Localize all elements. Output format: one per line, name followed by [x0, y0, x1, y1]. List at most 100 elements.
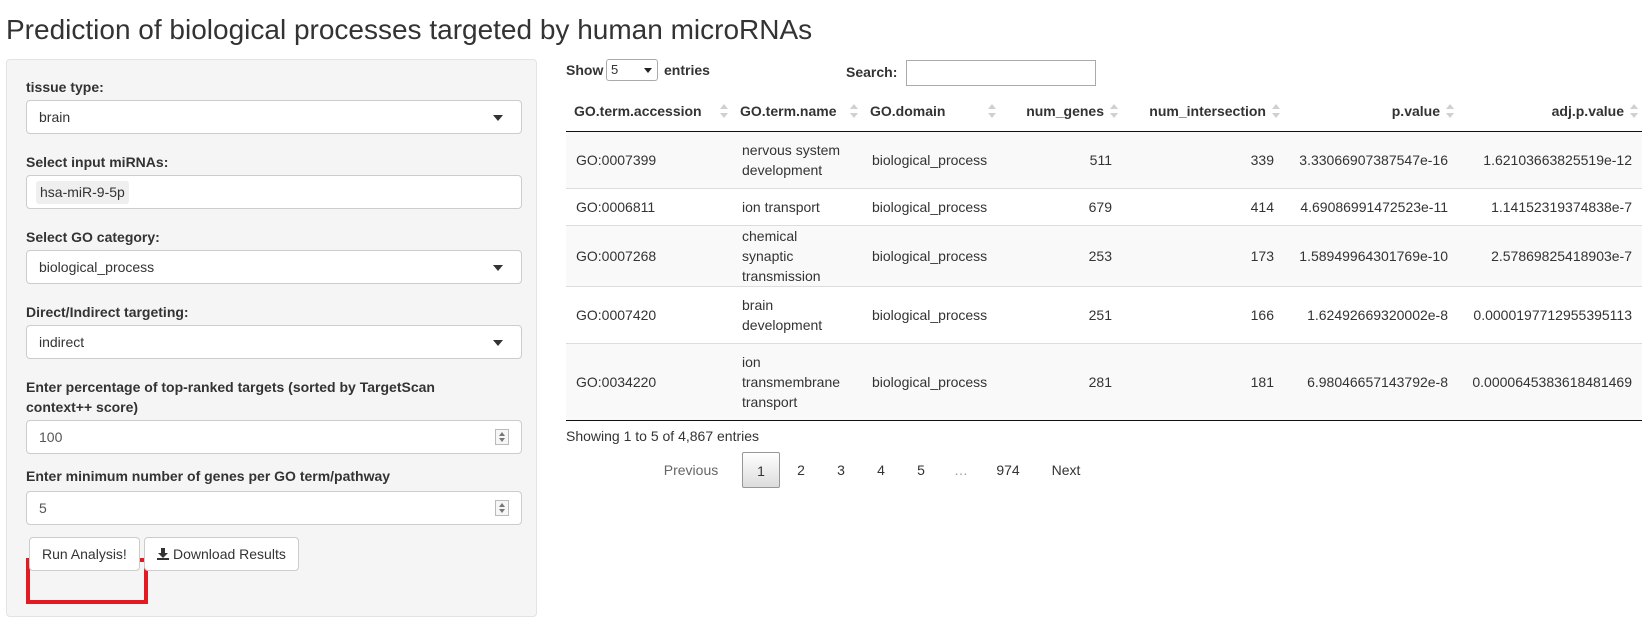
column-header-num-intersection[interactable]: num_intersection [1122, 91, 1284, 132]
cell-name: ion transport [732, 187, 862, 225]
download-results-button[interactable]: Download Results [144, 537, 299, 571]
table-header-row: GO.term.accession GO.term.name GO.domain… [566, 91, 1642, 132]
number-spinner-icon[interactable] [495, 500, 509, 516]
next-page-button[interactable]: Next [1051, 462, 1081, 478]
cell-name: nervous system development [732, 131, 862, 188]
targeting-label: Direct/Indirect targeting: [26, 304, 189, 320]
search-input[interactable] [906, 60, 1096, 86]
tissue-type-select[interactable]: brain [26, 100, 522, 134]
pagination-ellipsis: … [954, 462, 968, 478]
cell-num-genes: 281 [1000, 342, 1122, 421]
previous-page-button[interactable]: Previous [663, 462, 719, 478]
cell-adj-p-value: 1.14152319374838e-7 [1458, 187, 1642, 225]
table-row: GO:0007399 nervous system development bio… [566, 131, 1642, 188]
chevron-down-icon [644, 68, 652, 73]
page-button-1[interactable]: 1 [742, 452, 780, 488]
column-header-domain[interactable]: GO.domain [862, 91, 1000, 132]
cell-num-intersection: 414 [1122, 187, 1284, 225]
cell-p-value: 1.62492669320002e-8 [1284, 285, 1458, 343]
search-label: Search: [846, 64, 898, 80]
sort-icon [1272, 104, 1280, 118]
table-row: GO:0007268 chemical synaptic transmission… [566, 224, 1642, 286]
sort-icon [988, 104, 996, 118]
cell-name: ion transmembrane transport [732, 342, 862, 421]
cell-num-genes: 679 [1000, 187, 1122, 225]
column-header-adj-p-value[interactable]: adj.p.value [1458, 91, 1642, 132]
sidebar-panel: tissue type: brain Select input miRNAs: … [6, 59, 537, 617]
number-spinner-icon[interactable] [495, 429, 509, 445]
chevron-down-icon [493, 340, 503, 346]
percentage-label: Enter percentage of top-ranked targets (… [26, 377, 435, 417]
page-title: Prediction of biological processes targe… [6, 14, 813, 45]
cell-num-genes: 251 [1000, 285, 1122, 343]
cell-domain: biological_process [862, 187, 1000, 225]
cell-num-genes: 511 [1000, 131, 1122, 188]
cell-domain: biological_process [862, 224, 1000, 286]
min-genes-input[interactable]: 5 [26, 491, 522, 525]
chevron-down-icon [493, 265, 503, 271]
page-button-974[interactable]: 974 [996, 462, 1020, 478]
cell-adj-p-value: 0.0000645383618481469 [1458, 342, 1642, 421]
go-category-label: Select GO category: [26, 229, 160, 245]
cell-adj-p-value: 0.0000197712955395113 [1458, 285, 1642, 343]
percentage-label-line1: Enter percentage of top-ranked targets (… [26, 379, 435, 395]
cell-name: brain development [732, 285, 862, 343]
page-button-5[interactable]: 5 [917, 462, 925, 478]
cell-accession: GO:0006811 [566, 187, 732, 225]
mirna-label: Select input miRNAs: [26, 154, 169, 170]
min-genes-value: 5 [39, 500, 47, 516]
percentage-label-line2: context++ score) [26, 399, 139, 415]
sort-icon [1630, 104, 1638, 118]
targeting-select[interactable]: indirect [26, 325, 522, 359]
table-row: GO:0007420 brain development biological_p… [566, 285, 1642, 343]
cell-accession: GO:0007268 [566, 224, 732, 286]
cell-accession: GO:0007399 [566, 131, 732, 188]
column-header-p-value[interactable]: p.value [1284, 91, 1458, 132]
table-controls: Show 5 entries Search: [566, 58, 1636, 88]
column-header-num-genes[interactable]: num_genes [1000, 91, 1122, 132]
cell-num-intersection: 173 [1122, 224, 1284, 286]
cell-p-value: 4.69086991472523e-11 [1284, 187, 1458, 225]
sort-icon [1110, 104, 1118, 118]
targeting-value: indirect [39, 334, 85, 350]
go-category-value: biological_process [39, 259, 155, 275]
percentage-value: 100 [39, 429, 63, 445]
column-header-name[interactable]: GO.term.name [732, 91, 862, 132]
download-icon [157, 548, 169, 560]
cell-adj-p-value: 2.57869825418903e-7 [1458, 224, 1642, 286]
entries-label: entries [664, 62, 710, 78]
chevron-down-icon [493, 115, 503, 121]
download-results-label: Download Results [173, 546, 286, 562]
cell-domain: biological_process [862, 131, 1000, 188]
mirna-input[interactable]: hsa-miR-9-5p [26, 175, 522, 209]
cell-p-value: 3.33066907387547e-16 [1284, 131, 1458, 188]
cell-num-intersection: 181 [1122, 342, 1284, 421]
show-label: Show [566, 62, 604, 78]
entries-length-value: 5 [611, 62, 619, 77]
page-button-3[interactable]: 3 [837, 462, 845, 478]
table-row: GO:0006811 ion transport biological_proc… [566, 187, 1642, 225]
percentage-input[interactable]: 100 [26, 420, 522, 454]
cell-num-genes: 253 [1000, 224, 1122, 286]
go-category-select[interactable]: biological_process [26, 250, 522, 284]
min-genes-label: Enter minimum number of genes per GO ter… [26, 468, 391, 484]
page-button-2[interactable]: 2 [797, 462, 805, 478]
cell-num-intersection: 339 [1122, 131, 1284, 188]
cell-domain: biological_process [862, 285, 1000, 343]
cell-name: chemical synaptic transmission [732, 224, 862, 286]
cell-domain: biological_process [862, 342, 1000, 421]
cell-accession: GO:0007420 [566, 285, 732, 343]
cell-num-intersection: 166 [1122, 285, 1284, 343]
mirna-chip[interactable]: hsa-miR-9-5p [36, 181, 129, 204]
table-row: GO:0034220 ion transmembrane transport bio… [566, 342, 1642, 421]
page-button-4[interactable]: 4 [877, 462, 885, 478]
tissue-type-label: tissue type: [26, 79, 104, 95]
results-table: GO.term.accession GO.term.name GO.domain… [566, 91, 1642, 421]
table-info: Showing 1 to 5 of 4,867 entries [566, 428, 760, 444]
run-analysis-button[interactable]: Run Analysis! [29, 537, 140, 571]
sort-icon [850, 104, 858, 118]
column-header-accession[interactable]: GO.term.accession [566, 91, 732, 132]
entries-length-select[interactable]: 5 [606, 59, 658, 81]
sort-icon [1446, 104, 1454, 118]
tissue-type-value: brain [39, 109, 71, 125]
